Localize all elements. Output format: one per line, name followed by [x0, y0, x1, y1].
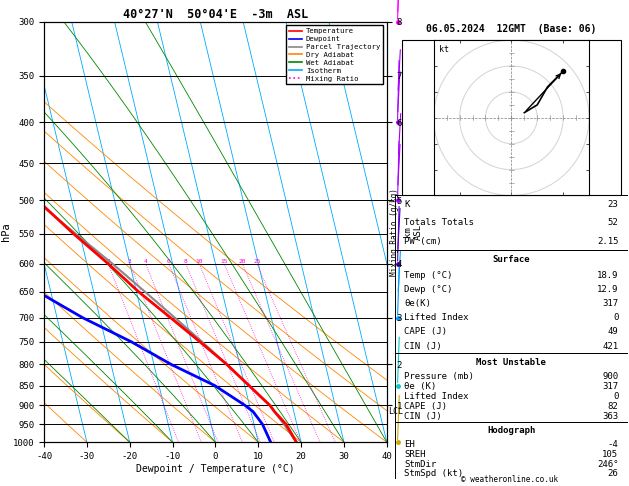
Text: 317: 317: [603, 382, 618, 391]
Y-axis label: hPa: hPa: [1, 223, 11, 242]
Text: 8: 8: [184, 259, 187, 264]
Text: 317: 317: [603, 299, 618, 308]
Text: PW (cm): PW (cm): [404, 237, 442, 245]
Text: © weatheronline.co.uk: © weatheronline.co.uk: [461, 474, 558, 484]
Bar: [395, 250, 628, 353]
Text: Lifted Index: Lifted Index: [404, 313, 469, 322]
Text: 246°: 246°: [597, 460, 618, 469]
Text: 2: 2: [106, 259, 110, 264]
Text: θe(K): θe(K): [404, 299, 431, 308]
Text: 0: 0: [613, 392, 618, 401]
Text: 6: 6: [167, 259, 170, 264]
Text: Mixing Ratio (g/kg): Mixing Ratio (g/kg): [390, 188, 399, 276]
Text: StmDir: StmDir: [404, 460, 437, 469]
Text: Surface: Surface: [493, 255, 530, 264]
Bar: [395, 421, 628, 479]
Text: CAPE (J): CAPE (J): [404, 328, 447, 336]
Text: -4: -4: [608, 440, 618, 449]
Text: EH: EH: [404, 440, 415, 449]
Text: Temp (°C): Temp (°C): [404, 271, 453, 280]
Text: StmSpd (kt): StmSpd (kt): [404, 469, 464, 478]
Text: Totals Totals: Totals Totals: [404, 218, 474, 227]
Text: 12.9: 12.9: [597, 285, 618, 294]
Y-axis label: km
ASL: km ASL: [403, 224, 423, 240]
X-axis label: Dewpoint / Temperature (°C): Dewpoint / Temperature (°C): [136, 464, 295, 474]
Bar: [395, 195, 628, 250]
Bar: [402, 40, 621, 195]
Text: Most Unstable: Most Unstable: [476, 358, 547, 367]
Title: 40°27'N  50°04'E  -3m  ASL: 40°27'N 50°04'E -3m ASL: [123, 8, 308, 21]
Text: 105: 105: [603, 450, 618, 459]
Bar: [395, 353, 628, 421]
Text: θe (K): θe (K): [404, 382, 437, 391]
Text: K: K: [404, 200, 409, 209]
Text: 15: 15: [221, 259, 228, 264]
Text: 82: 82: [608, 402, 618, 411]
Text: CIN (J): CIN (J): [404, 412, 442, 421]
Text: 421: 421: [603, 342, 618, 350]
Text: 49: 49: [608, 328, 618, 336]
Text: kt: kt: [439, 45, 449, 54]
Text: 10: 10: [196, 259, 203, 264]
Text: 52: 52: [608, 218, 618, 227]
Text: 25: 25: [253, 259, 260, 264]
Text: 2.15: 2.15: [597, 237, 618, 245]
Text: 3: 3: [128, 259, 132, 264]
Text: Lifted Index: Lifted Index: [404, 392, 469, 401]
Text: 20: 20: [239, 259, 246, 264]
Text: LCL: LCL: [388, 407, 403, 416]
Text: 23: 23: [608, 200, 618, 209]
Text: CIN (J): CIN (J): [404, 342, 442, 350]
Text: 900: 900: [603, 372, 618, 381]
Text: SREH: SREH: [404, 450, 426, 459]
Text: Pressure (mb): Pressure (mb): [404, 372, 474, 381]
Text: Dewp (°C): Dewp (°C): [404, 285, 453, 294]
Text: 363: 363: [603, 412, 618, 421]
Legend: Temperature, Dewpoint, Parcel Trajectory, Dry Adiabat, Wet Adiabat, Isotherm, Mi: Temperature, Dewpoint, Parcel Trajectory…: [286, 25, 383, 85]
Text: 0: 0: [613, 313, 618, 322]
Text: 26: 26: [608, 469, 618, 478]
Text: 18.9: 18.9: [597, 271, 618, 280]
Text: Hodograph: Hodograph: [487, 426, 535, 435]
Text: 06.05.2024  12GMT  (Base: 06): 06.05.2024 12GMT (Base: 06): [426, 24, 596, 34]
Text: CAPE (J): CAPE (J): [404, 402, 447, 411]
Text: 4: 4: [144, 259, 148, 264]
